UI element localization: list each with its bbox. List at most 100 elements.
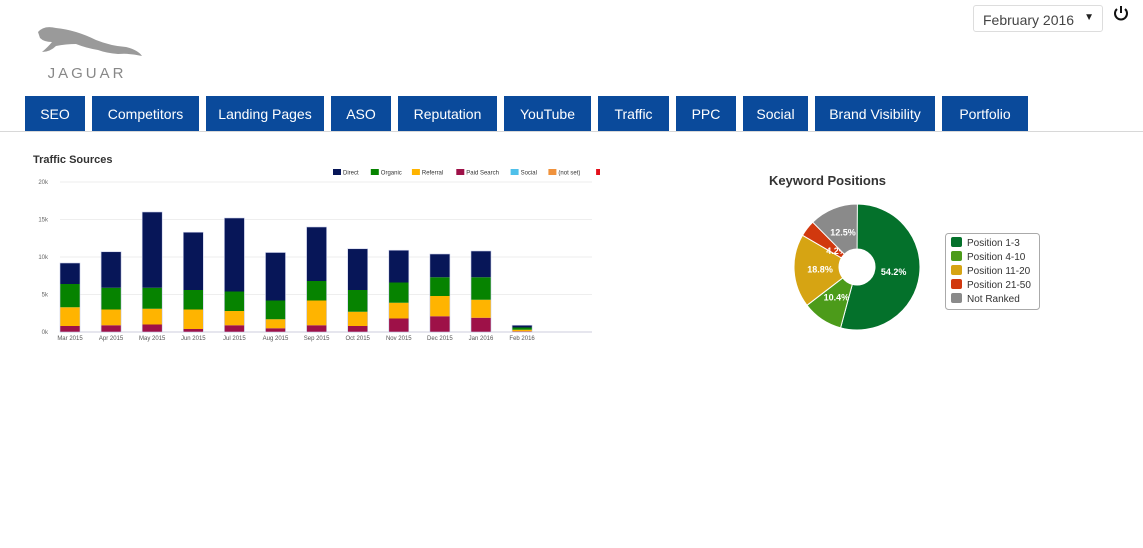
pie-data-label: 10.4% bbox=[824, 293, 850, 303]
x-tick-label: Feb 2016 bbox=[509, 336, 535, 342]
legend-label: Organic bbox=[381, 171, 402, 177]
bar-segment-direct bbox=[512, 325, 533, 328]
keyword-positions-chart: 54.2% 10.4% 18.8% 4.2% 12.5% Position 1-3 Posi… bbox=[793, 203, 1040, 331]
bar-outline bbox=[100, 251, 122, 333]
nav-traffic[interactable]: Traffic bbox=[598, 96, 669, 131]
legend-swatch bbox=[951, 279, 962, 289]
bar-outline bbox=[511, 324, 533, 333]
main-nav: SEO Competitors Landing Pages ASO Reputa… bbox=[25, 96, 1028, 131]
logo-wordmark: JAGUAR bbox=[48, 65, 127, 82]
bar-segment-direct bbox=[183, 232, 204, 290]
bar-segment-paid-search bbox=[471, 317, 491, 332]
pie-data-label: 12.5% bbox=[830, 228, 856, 238]
bar-segment-direct bbox=[101, 251, 122, 288]
bar-segment-referral bbox=[142, 308, 163, 325]
month-select-value: February 2016 bbox=[983, 12, 1075, 28]
legend-swatch bbox=[951, 265, 962, 275]
x-tick-label: Sep 2015 bbox=[304, 336, 330, 342]
legend-swatch bbox=[951, 293, 962, 303]
bar-segment-direct bbox=[347, 248, 368, 290]
month-select[interactable]: February 2016 ▼ bbox=[973, 5, 1103, 32]
y-tick-label: 20k bbox=[38, 180, 49, 186]
x-tick-label: Apr 2015 bbox=[99, 336, 124, 342]
legend-label: Paid Search bbox=[466, 171, 499, 177]
bar-segment-paid-search bbox=[224, 325, 245, 332]
x-tick-label: Jul 2015 bbox=[223, 336, 246, 342]
bar-segment-referral bbox=[429, 296, 450, 317]
bar-outline bbox=[306, 226, 327, 333]
bar-segment-direct bbox=[471, 251, 491, 278]
bar-segment-direct bbox=[60, 263, 80, 284]
keyword-positions-title: Keyword Positions bbox=[769, 173, 887, 188]
x-tick-label: Mar 2015 bbox=[57, 336, 83, 342]
x-tick-label: Oct 2015 bbox=[346, 336, 371, 342]
legend-label: (not set) bbox=[558, 171, 580, 177]
legend-swatch bbox=[411, 169, 420, 175]
nav-competitors[interactable]: Competitors bbox=[92, 96, 199, 131]
y-tick-label: 15k bbox=[38, 218, 49, 224]
legend-swatch bbox=[596, 169, 600, 175]
legend-label: Position 4-10 bbox=[967, 252, 1026, 263]
bar-segment-referral bbox=[265, 319, 286, 329]
legend-swatch bbox=[548, 169, 557, 175]
bar-outline bbox=[470, 250, 492, 333]
x-tick-label: Aug 2015 bbox=[263, 336, 289, 342]
bar-segment-paid-search bbox=[101, 325, 122, 332]
bar-outline bbox=[388, 249, 410, 333]
x-tick-label: Jan 2016 bbox=[469, 336, 494, 342]
bar-segment-paid-search bbox=[388, 318, 409, 332]
bar-segment-direct bbox=[224, 218, 245, 292]
nav-youtube[interactable]: YouTube bbox=[504, 96, 591, 131]
bar-segment-referral bbox=[101, 309, 122, 326]
bar-segment-organic bbox=[101, 287, 122, 310]
legend-label: Direct bbox=[343, 171, 359, 177]
bar-segment-paid-search bbox=[60, 326, 80, 332]
bar-segment-organic bbox=[60, 284, 80, 308]
x-tick-label: May 2015 bbox=[139, 336, 166, 342]
y-tick-label: 5k bbox=[42, 293, 49, 299]
nav-portfolio[interactable]: Portfolio bbox=[942, 96, 1028, 131]
legend-label: Referral bbox=[422, 171, 443, 177]
x-tick-label: Jun 2015 bbox=[181, 336, 206, 342]
power-icon[interactable] bbox=[1112, 4, 1130, 22]
nav-social[interactable]: Social bbox=[743, 96, 808, 131]
bar-segment-organic bbox=[183, 290, 204, 310]
pie-legend-box bbox=[945, 233, 1040, 310]
bar-segment-paid-search bbox=[429, 316, 450, 332]
nav-landing-pages[interactable]: Landing Pages bbox=[206, 96, 324, 131]
nav-aso[interactable]: ASO bbox=[331, 96, 391, 131]
legend-swatch bbox=[951, 251, 962, 261]
bar-segment-direct bbox=[388, 250, 409, 283]
bar-outline bbox=[224, 217, 245, 333]
bar-segment-referral bbox=[306, 300, 327, 326]
bar-segment-paid-search bbox=[183, 329, 204, 332]
pie-data-label: 54.2% bbox=[881, 267, 907, 277]
legend-label: Social bbox=[521, 171, 537, 177]
nav-seo[interactable]: SEO bbox=[25, 96, 85, 131]
bar-segment-organic bbox=[224, 291, 245, 311]
bar-segment-organic bbox=[265, 300, 286, 320]
bar-outline bbox=[59, 262, 81, 333]
nav-brand-visibility[interactable]: Brand Visibility bbox=[815, 96, 935, 131]
legend-label: Position 1-3 bbox=[967, 238, 1020, 249]
nav-reputation[interactable]: Reputation bbox=[398, 96, 497, 131]
nav-ppc[interactable]: PPC bbox=[676, 96, 736, 131]
traffic-sources-title: Traffic Sources bbox=[33, 154, 113, 166]
legend-swatch bbox=[333, 169, 341, 175]
bar-segment-organic bbox=[429, 277, 450, 296]
bar-segment-paid-search bbox=[265, 328, 286, 332]
bar-segment-referral bbox=[224, 311, 245, 326]
legend-swatch bbox=[510, 169, 519, 175]
bar-segment-referral bbox=[60, 307, 80, 326]
bar-segment-referral bbox=[183, 309, 204, 329]
bar-segment-paid-search bbox=[306, 325, 327, 332]
bar-segment-organic bbox=[512, 327, 533, 330]
bar-segment-direct bbox=[306, 227, 327, 281]
bar-outline bbox=[429, 253, 451, 333]
bar-segment-organic bbox=[142, 287, 163, 309]
header-divider bbox=[0, 131, 1143, 132]
bar-segment-direct bbox=[429, 254, 450, 278]
bar-segment-organic bbox=[471, 277, 491, 300]
pie-data-label: 18.8% bbox=[807, 264, 833, 274]
bar-outline bbox=[265, 252, 286, 333]
